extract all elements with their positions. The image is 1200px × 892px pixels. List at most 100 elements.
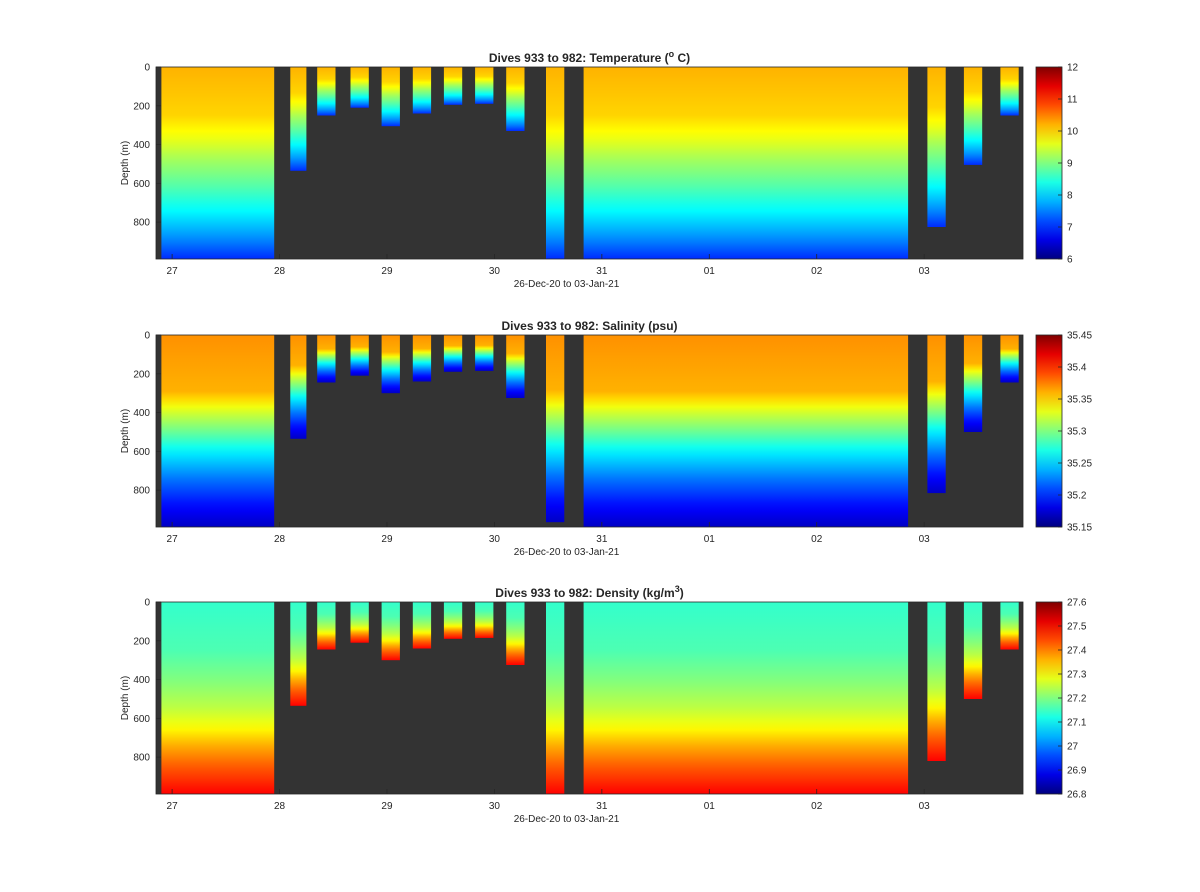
- panel-salinity: Dives 933 to 982: Salinity (psu) 0 200 400 6…: [120, 319, 1092, 558]
- x-tick-label: 03: [919, 534, 931, 545]
- profile-segment-10: [583, 335, 909, 527]
- profile-segment-6: [443, 67, 463, 105]
- x-tick-label: 29: [381, 266, 393, 277]
- x-tick-label: 01: [704, 801, 716, 812]
- profile-segment-12: [963, 67, 983, 165]
- profile-segment-11: [927, 335, 946, 494]
- colorbar: 27.6 27.5 27.4 27.3 27.2 27.1 27 26.9 26.8: [1035, 598, 1087, 801]
- y-tick-label: 600: [133, 179, 150, 190]
- colorbar-tick-label: 35.4: [1067, 363, 1087, 374]
- colorbar-tick-label: 10: [1067, 127, 1079, 138]
- y-tick-label: 0: [144, 331, 150, 342]
- profile-segment-13: [1000, 335, 1019, 383]
- profile-segment-7: [475, 67, 494, 104]
- x-tick-label: 02: [811, 801, 823, 812]
- profile-segment-3: [350, 67, 369, 108]
- y-tick-label: 400: [133, 408, 150, 419]
- y-tick-label: 800: [133, 218, 150, 229]
- x-tick-label: 01: [704, 534, 716, 545]
- profile-segment-12: [963, 602, 983, 699]
- profile-segment-13: [1000, 67, 1019, 116]
- colorbar-tick-label: 27.4: [1067, 646, 1087, 657]
- profile-segment-3: [350, 335, 369, 376]
- profile-segment-8: [506, 602, 525, 665]
- colorbar-tick-label: 6: [1067, 255, 1073, 266]
- colorbar-tick-label: 9: [1067, 159, 1073, 170]
- x-tick-label: 28: [274, 801, 286, 812]
- y-axis-label: Depth (m): [120, 409, 131, 453]
- colorbar-tick-label: 11: [1067, 95, 1078, 106]
- profile-segment-11: [927, 602, 946, 761]
- profile-segment-1: [290, 67, 307, 171]
- axes-frame: [155, 66, 1024, 260]
- profile-segment-4: [381, 67, 400, 127]
- x-tick-label: 29: [381, 801, 393, 812]
- profile-segment-10: [583, 67, 909, 259]
- panel-temperature: Dives 933 to 982: Temperature (o C) 0 200 4…: [120, 49, 1079, 290]
- colorbar-tick-label: 27.5: [1067, 622, 1087, 633]
- x-tick-label: 03: [919, 801, 931, 812]
- profile-segment-7: [475, 335, 494, 371]
- y-tick-label: 200: [133, 101, 150, 112]
- colorbar-tick-label: 12: [1067, 63, 1079, 74]
- colorbar-tick-label: 26.8: [1067, 790, 1087, 801]
- profile-segment-9: [546, 67, 565, 259]
- x-tick-label: 31: [596, 801, 608, 812]
- profile-segment-13: [1000, 602, 1019, 650]
- profile-segment-2: [317, 67, 336, 116]
- profile-segment-7: [475, 602, 494, 638]
- profile-segment-5: [412, 602, 432, 649]
- profile-segment-9: [546, 602, 565, 794]
- y-tick-label: 400: [133, 140, 150, 151]
- x-tick-label: 02: [811, 534, 823, 545]
- panel-title: Dives 933 to 982: Temperature (o C): [489, 49, 690, 65]
- profile-segment-8: [506, 335, 525, 398]
- profile-segment-8: [506, 67, 525, 131]
- colorbar-tick-label: 8: [1067, 191, 1073, 202]
- x-tick-label: 30: [489, 801, 501, 812]
- panel-title: Dives 933 to 982: Salinity (psu): [501, 319, 677, 333]
- y-tick-label: 400: [133, 675, 150, 686]
- x-tick-label: 02: [811, 266, 823, 277]
- x-tick-label: 27: [167, 534, 179, 545]
- profile-segment-2: [317, 335, 336, 383]
- profile-segment-0: [161, 602, 275, 794]
- profile-segment-12: [963, 335, 983, 432]
- x-tick-label: 31: [596, 534, 608, 545]
- colorbar-tick-label: 26.9: [1067, 766, 1087, 777]
- profile-segment-2: [317, 602, 336, 650]
- y-tick-label: 600: [133, 714, 150, 725]
- x-tick-label: 01: [704, 266, 716, 277]
- profile-segment-0: [161, 335, 275, 527]
- y-tick-label: 200: [133, 636, 150, 647]
- colorbar-tick-label: 27.3: [1067, 670, 1087, 681]
- x-tick-label: 27: [167, 266, 179, 277]
- x-tick-label: 03: [919, 266, 931, 277]
- x-tick-label: 28: [274, 534, 286, 545]
- colorbar-tick-label: 35.35: [1067, 395, 1092, 406]
- colorbar-tick-label: 27.6: [1067, 598, 1087, 609]
- profile-segment-11: [927, 67, 946, 227]
- y-axis-label: Depth (m): [120, 676, 131, 720]
- x-tick-label: 28: [274, 266, 286, 277]
- colorbar-tick-label: 27.1: [1067, 718, 1087, 729]
- colorbar: 35.45 35.4 35.35 35.3 35.25 35.2 35.15: [1035, 331, 1092, 534]
- y-tick-label: 0: [144, 63, 150, 74]
- profile-segment-5: [412, 335, 432, 382]
- x-axis-label: 26-Dec-20 to 03-Jan-21: [514, 814, 620, 825]
- colorbar-tick-label: 27: [1067, 742, 1079, 753]
- profile-segment-1: [290, 335, 307, 439]
- colorbar: 12 11 10 9 8 7 6: [1035, 63, 1079, 266]
- x-tick-label: 31: [596, 266, 608, 277]
- colorbar-tick-label: 35.25: [1067, 459, 1092, 470]
- panel-density: Dives 933 to 982: Density (kg/m3) 0 200 400…: [120, 584, 1087, 825]
- x-tick-label: 30: [489, 534, 501, 545]
- colorbar-tick-label: 35.3: [1067, 427, 1087, 438]
- profile-segment-6: [443, 335, 463, 372]
- profile-segment-4: [381, 602, 400, 661]
- profile-segment-3: [350, 602, 369, 643]
- x-tick-label: 30: [489, 266, 501, 277]
- profile-segment-5: [412, 67, 432, 114]
- y-tick-label: 800: [133, 486, 150, 497]
